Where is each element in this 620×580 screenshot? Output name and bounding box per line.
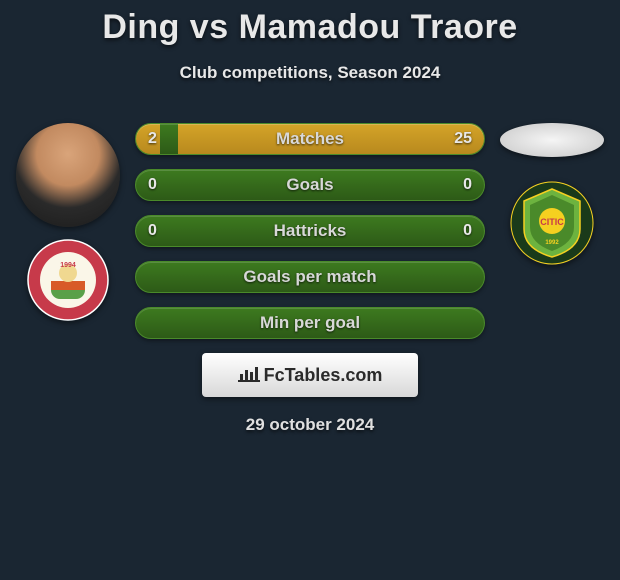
right-player-col: CITIC 1992 bbox=[492, 123, 612, 265]
page-title: Ding vs Mamadou Traore bbox=[0, 0, 620, 47]
stat-row: 00Goals bbox=[135, 169, 485, 201]
subtitle: Club competitions, Season 2024 bbox=[0, 63, 620, 83]
comparison-panel: 1994 CITIC 1992 225Matches 00Goals 00Hattr… bbox=[0, 123, 620, 339]
stat-label: Goals bbox=[136, 170, 484, 200]
stat-row: Goals per match bbox=[135, 261, 485, 293]
chart-icon bbox=[238, 366, 260, 384]
stat-label: Goals per match bbox=[136, 262, 484, 292]
logo-text: FcTables.com bbox=[264, 365, 383, 386]
svg-text:CITIC: CITIC bbox=[540, 217, 564, 227]
date-text: 29 october 2024 bbox=[0, 415, 620, 435]
stat-row: 225Matches bbox=[135, 123, 485, 155]
stat-label: Matches bbox=[136, 124, 484, 154]
stat-label: Hattricks bbox=[136, 216, 484, 246]
svg-text:1994: 1994 bbox=[60, 262, 76, 269]
fctables-logo[interactable]: FcTables.com bbox=[202, 353, 418, 397]
stat-label: Min per goal bbox=[136, 308, 484, 338]
stat-row: 00Hattricks bbox=[135, 215, 485, 247]
stat-bars: 225Matches 00Goals 00Hattricks Goals per ma… bbox=[135, 123, 485, 339]
club-badge-right: CITIC 1992 bbox=[510, 181, 594, 265]
club-badge-left: 1994 bbox=[27, 239, 109, 321]
stat-row: Min per goal bbox=[135, 307, 485, 339]
player-right-placeholder bbox=[500, 123, 604, 157]
player-left-photo bbox=[16, 123, 120, 227]
svg-text:1992: 1992 bbox=[545, 240, 559, 246]
left-player-col: 1994 bbox=[8, 123, 128, 321]
